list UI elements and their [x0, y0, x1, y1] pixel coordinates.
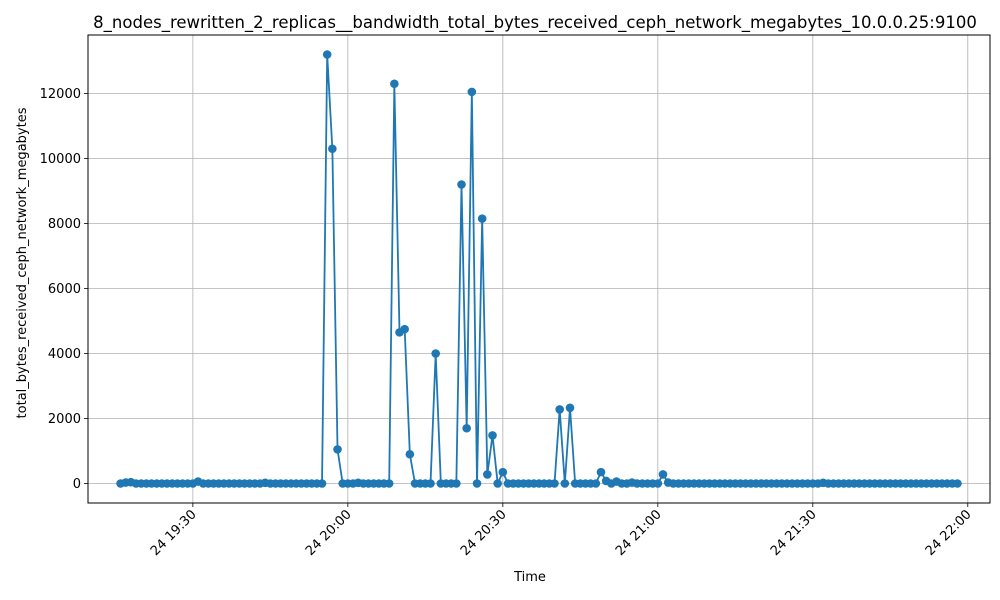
data-point: [390, 79, 399, 89]
data-point: [498, 467, 508, 477]
data-point: [457, 180, 466, 189]
data-point: [328, 144, 337, 154]
x-tick-label: 24 21:00: [613, 507, 665, 559]
x-tick-label: 24 19:30: [148, 507, 200, 559]
series-line: [120, 53, 958, 485]
x-tick-label: 24 22:00: [923, 507, 975, 559]
data-point: [400, 324, 409, 334]
data-point: [333, 445, 342, 454]
data-point: [555, 405, 564, 414]
chart-title: 8_nodes_rewritten_2_replicas__bandwidth_…: [93, 13, 977, 33]
data-point: [472, 479, 482, 488]
data-point: [426, 479, 435, 488]
series-polyline: [120, 53, 958, 485]
y-axis: 0 2000 4000 6000 8000 10000 12000: [40, 87, 88, 492]
grid-lines: [88, 35, 990, 503]
y-tick-label: 10000: [40, 152, 81, 167]
data-point: [483, 470, 492, 479]
data-point: [565, 403, 575, 413]
data-point: [493, 479, 502, 488]
y-tick-label: 6000: [48, 282, 81, 297]
x-axis-label: Time: [513, 570, 546, 585]
data-point: [452, 479, 461, 488]
data-point: [550, 479, 559, 488]
data-point: [488, 431, 497, 440]
data-point: [560, 479, 570, 488]
data-point: [477, 214, 487, 223]
y-tick-label: 4000: [48, 347, 81, 362]
data-point: [431, 349, 440, 358]
data-point: [405, 449, 415, 459]
plot-frame: [87, 34, 991, 504]
y-tick-label: 0: [73, 477, 81, 492]
data-point: [658, 470, 668, 479]
y-axis-label: total_bytes_received_ceph_network_megaby…: [15, 107, 30, 418]
data-point: [317, 479, 327, 488]
data-point: [467, 87, 477, 97]
x-tick-label: 24 21:30: [768, 507, 820, 559]
y-tick-label: 8000: [48, 217, 81, 232]
y-tick-label: 12000: [40, 87, 81, 102]
data-point: [591, 479, 601, 488]
data-point: [462, 423, 471, 433]
x-tick-label: 24 20:00: [303, 507, 355, 559]
data-point: [596, 467, 606, 477]
data-point: [653, 479, 663, 488]
data-points: [116, 50, 962, 488]
x-axis: 24 19:30 24 20:00 24 20:30 24 21:00 24 21:30…: [148, 503, 975, 559]
data-point: [322, 50, 332, 59]
y-tick-label: 2000: [48, 412, 81, 427]
data-point: [953, 479, 962, 488]
x-tick-label: 24 20:30: [458, 507, 510, 559]
data-point: [384, 479, 394, 488]
